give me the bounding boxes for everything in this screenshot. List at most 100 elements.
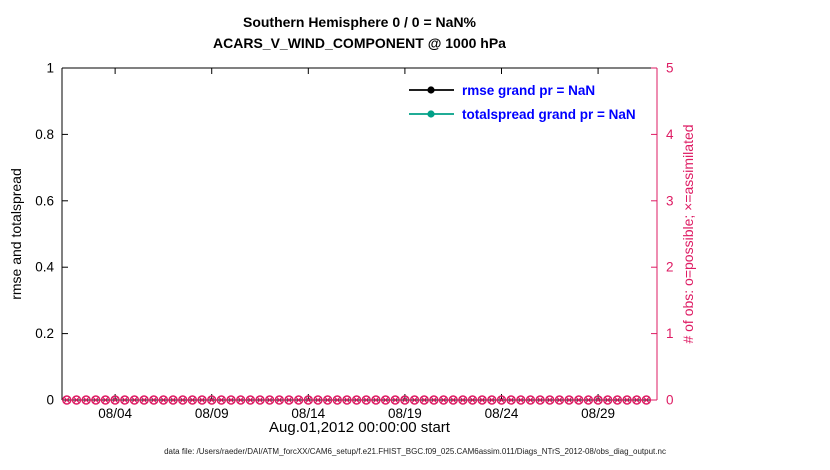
obs-possible-marker xyxy=(139,395,149,405)
obs-possible-marker xyxy=(554,395,565,405)
obs-possible-marker xyxy=(110,395,120,405)
title-line-1: Southern Hemisphere 0 / 0 = NaN% xyxy=(242,14,477,30)
obs-assimilated-marker xyxy=(333,396,341,404)
obs-assimilated-marker xyxy=(256,396,264,404)
obs-possible-marker xyxy=(71,395,82,405)
obs-assimilated-marker xyxy=(275,396,283,404)
obs-assimilated-marker xyxy=(92,396,100,404)
obs-possible-marker xyxy=(390,395,400,405)
obs-assimilated-marker xyxy=(217,396,225,404)
obs-assimilated-marker xyxy=(584,396,593,404)
obs-assimilated-marker xyxy=(372,396,380,404)
right-tick-label: 4 xyxy=(666,127,674,142)
obs-assimilated-marker xyxy=(546,396,554,404)
obs-possible-marker xyxy=(197,395,207,405)
legend-entry: rmse grand pr = NaN xyxy=(408,78,636,102)
obs-assimilated-marker xyxy=(420,396,428,404)
obs-possible-marker xyxy=(120,395,130,405)
obs-possible-marker xyxy=(380,395,391,405)
obs-assimilated-marker xyxy=(468,396,477,404)
x-tick-label: 08/24 xyxy=(485,406,519,421)
obs-possible-marker xyxy=(361,395,371,405)
obs-possible-marker xyxy=(506,395,516,405)
left-tick-label: 0.8 xyxy=(35,127,54,142)
right-axis-label: # of obs: o=possible; ×=assimilated xyxy=(680,124,696,344)
obs-assimilated-marker xyxy=(352,396,361,404)
obs-assimilated-marker xyxy=(285,396,293,404)
obs-assimilated-marker xyxy=(575,396,583,404)
obs-possible-marker xyxy=(81,395,91,405)
obs-assimilated-marker xyxy=(507,396,515,404)
obs-assimilated-marker xyxy=(304,396,312,404)
right-tick-label: 5 xyxy=(666,61,674,76)
obs-possible-marker xyxy=(255,395,265,405)
obs-possible-marker xyxy=(168,395,178,405)
obs-assimilated-marker xyxy=(642,396,650,404)
obs-possible-marker xyxy=(100,395,111,405)
obs-assimilated-marker xyxy=(246,396,254,404)
obs-possible-marker xyxy=(274,395,285,405)
obs-assimilated-marker xyxy=(613,396,622,404)
legend: rmse grand pr = NaN totalspread grand pr … xyxy=(408,78,636,126)
obs-assimilated-marker xyxy=(198,396,206,404)
obs-assimilated-marker xyxy=(633,396,641,404)
obs-assimilated-marker xyxy=(266,396,274,404)
legend-entry-label: rmse grand pr = NaN xyxy=(462,82,596,98)
obs-assimilated-marker xyxy=(188,396,197,404)
x-tick-label: 08/04 xyxy=(98,406,132,421)
obs-possible-marker xyxy=(429,395,439,405)
obs-possible-marker xyxy=(264,395,275,405)
left-tick-label: 0.6 xyxy=(35,193,54,208)
obs-possible-marker xyxy=(448,395,458,405)
x-tick-label: 08/29 xyxy=(581,406,615,421)
right-tick-label: 2 xyxy=(666,260,674,275)
obs-possible-marker xyxy=(641,395,652,405)
obs-assimilated-marker xyxy=(623,396,631,404)
obs-possible-marker xyxy=(525,395,536,405)
obs-possible-marker xyxy=(612,395,623,405)
obs-assimilated-marker xyxy=(324,396,332,404)
obs-assimilated-marker xyxy=(478,396,486,404)
obs-possible-marker xyxy=(303,395,314,405)
obs-assimilated-marker xyxy=(449,396,457,404)
obs-assimilated-marker xyxy=(63,396,71,404)
obs-possible-marker xyxy=(496,395,507,405)
obs-possible-marker xyxy=(632,395,642,405)
obs-possible-marker xyxy=(216,395,227,405)
obs-possible-marker xyxy=(313,395,323,405)
left-tick-label: 0.2 xyxy=(35,326,54,341)
obs-possible-marker xyxy=(158,395,169,405)
obs-possible-marker xyxy=(487,395,497,405)
obs-possible-marker xyxy=(293,395,304,405)
obs-assimilated-marker xyxy=(169,396,177,404)
obs-assimilated-marker xyxy=(526,396,535,404)
obs-possible-marker xyxy=(187,395,198,405)
obs-assimilated-marker xyxy=(459,396,467,404)
obs-assimilated-marker xyxy=(555,396,564,404)
obs-assimilated-marker xyxy=(237,396,245,404)
obs-possible-marker xyxy=(400,395,410,405)
obs-possible-marker xyxy=(129,395,140,405)
obs-possible-marker xyxy=(235,395,246,405)
obs-possible-marker xyxy=(545,395,555,405)
right-tick-label: 1 xyxy=(666,326,674,341)
obs-assimilated-marker xyxy=(410,396,419,404)
x-tick-label: 08/14 xyxy=(291,406,325,421)
obs-assimilated-marker xyxy=(594,396,602,404)
obs-possible-marker xyxy=(409,395,420,405)
obs-assimilated-marker xyxy=(497,396,506,404)
obs-assimilated-marker xyxy=(140,396,148,404)
obs-assimilated-marker xyxy=(536,396,544,404)
obs-assimilated-marker xyxy=(295,396,303,404)
obs-assimilated-marker xyxy=(82,396,90,404)
obs-assimilated-marker xyxy=(439,396,448,404)
legend-marker xyxy=(409,110,454,118)
obs-possible-marker xyxy=(458,395,468,405)
obs-possible-marker xyxy=(593,395,603,405)
obs-possible-marker xyxy=(322,395,333,405)
right-tick-label: 3 xyxy=(666,193,674,208)
chart-title: Southern Hemisphere 0 / 0 = NaN% ACARS_V… xyxy=(62,12,657,54)
legend-marker xyxy=(409,86,454,94)
